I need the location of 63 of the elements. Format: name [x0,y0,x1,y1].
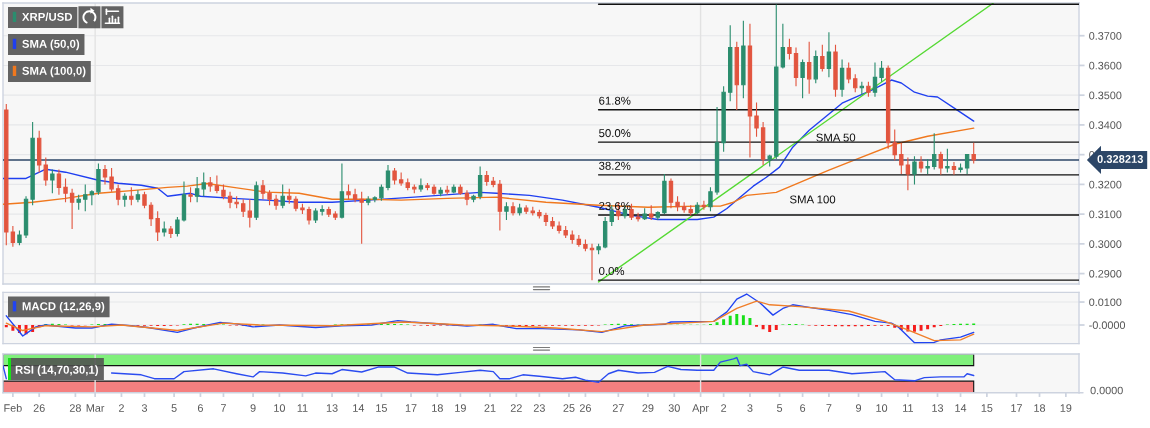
annotation: 38.2% [599,161,631,170]
x-tick-label: 2 [118,404,124,412]
x-tick-label: Mar [86,404,105,412]
legend-label: XRP/USD [21,12,73,22]
x-tick-label: 10 [876,404,888,412]
x-tick-label: 17 [1011,404,1022,412]
x-tick-label: 30 [668,404,680,412]
x-tick-label: 13 [932,404,944,412]
x-tick-label: 17 [405,404,417,412]
y-tick-label: 0.3500 [1089,91,1122,100]
x-tick-label: 26 [33,404,45,412]
x-tick-label: 2 [721,404,727,412]
annotation: 50.0% [599,129,631,138]
x-tick-label: 10 [274,404,286,412]
x-tick-label: 18 [432,404,443,412]
legend-label: SMA (100,0) [22,66,86,78]
x-tick-label: 7 [826,404,832,412]
x-tick-label: 18 [1034,404,1046,412]
annotation: SMA 50 [816,133,856,142]
x-tick-label: 5 [171,404,177,412]
x-tick-label: 15 [981,404,993,412]
x-tick-label: 15 [376,404,387,412]
legend-label: MACD (12,26,9) [22,301,105,313]
y-tick-label: 0.3100 [1089,210,1122,219]
x-tick-label: 14 [353,404,365,412]
x-tick-label: 19 [455,404,466,412]
x-tick-label: 29 [642,404,654,412]
y-tick-label: -0.0000 [1089,321,1126,330]
x-tick-label: 6 [800,404,806,412]
x-tick-label: 26 [579,404,591,412]
x-tick-label: 25 [563,404,575,412]
x-tick-label: 9 [856,404,862,412]
text: RSI (14,70,30,1) [15,365,98,376]
x-tick-label: 23 [533,404,545,412]
x-tick-label: 11 [903,404,913,412]
text: 0.0000 [1090,386,1123,395]
x-tick-label: 14 [955,404,967,412]
x-tick-label: 21 [484,404,496,412]
x-tick-label: 27 [612,404,624,412]
x-tick-label: 9 [250,404,256,412]
x-tick-label: 19 [1060,404,1072,412]
x-tick-label: 3 [747,404,753,412]
x-tick-label: 11 [297,404,308,412]
x-tick-label: 13 [326,404,338,412]
x-tick-label: Apr [692,404,709,415]
y-tick-label: 0.3400 [1089,121,1122,129]
y-tick-label: 0.3000 [1089,240,1122,248]
annotation: 61.8% [599,96,631,105]
x-tick-label: 3 [141,404,148,412]
x-tick-label: 5 [776,404,783,412]
y-tick-label: 0.0100 [1089,298,1122,307]
y-tick-label: 0.3200 [1089,180,1122,189]
x-tick-label: 6 [197,404,203,412]
x-tick-label: 28 [69,404,81,412]
y-tick-label: 0.2900 [1089,269,1122,278]
x-tick-label: 7 [221,404,226,412]
x-tick-label: Feb [4,403,22,412]
annotation: SMA 100 [789,195,836,204]
legend-label: SMA (50,0) [22,39,80,51]
y-tick-label: 0.3600 [1089,61,1122,70]
x-tick-label: 22 [510,404,522,412]
ref-line-label: 0.328213 [1097,155,1143,163]
y-tick-label: 0.3700 [1089,32,1122,40]
